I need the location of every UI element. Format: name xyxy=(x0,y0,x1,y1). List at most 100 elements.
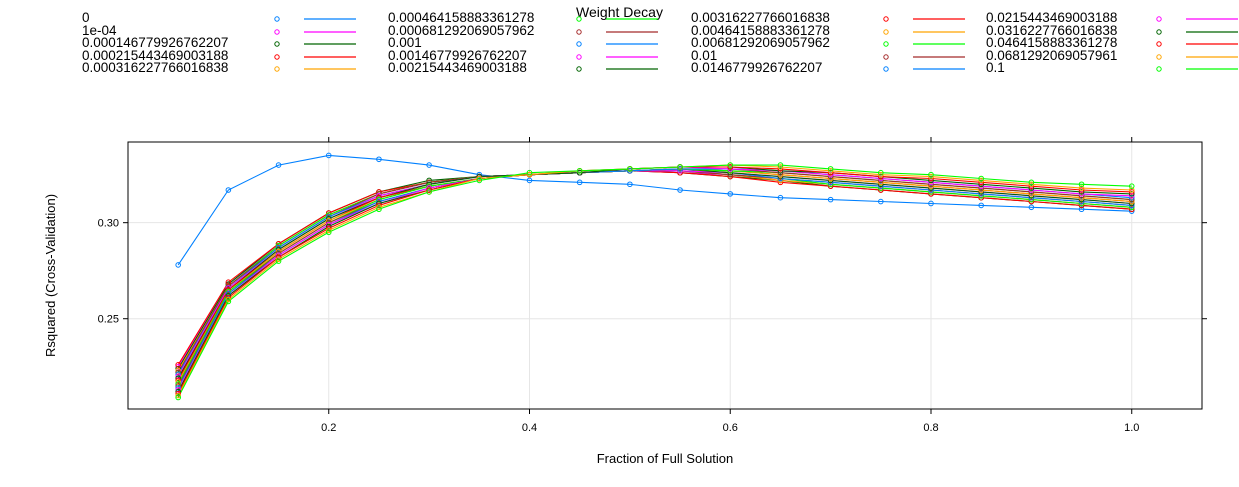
data-point xyxy=(225,285,232,291)
data-point xyxy=(225,292,232,299)
data-point xyxy=(777,166,784,172)
legend-marker xyxy=(576,54,582,60)
data-point xyxy=(376,191,382,197)
data-point xyxy=(225,296,232,303)
data-point xyxy=(225,287,232,293)
x-axis-title: Fraction of Full Solution xyxy=(597,451,734,466)
data-point xyxy=(175,385,181,391)
data-point xyxy=(325,212,332,218)
legend-marker xyxy=(576,28,582,35)
data-point xyxy=(325,210,332,216)
legend-entry-symbol xyxy=(274,66,356,73)
data-point xyxy=(677,168,683,174)
legend-entry-label: 0.0316227766016838 xyxy=(986,22,1118,38)
data-point xyxy=(978,192,984,199)
data-point xyxy=(1078,192,1085,199)
legend-entry-label: 0.1 xyxy=(986,60,1005,76)
legend-entry-symbol xyxy=(576,28,658,35)
data-point xyxy=(1128,208,1135,214)
data-point xyxy=(426,181,432,188)
data-point xyxy=(376,204,382,211)
data-point xyxy=(576,168,583,174)
data-point xyxy=(827,166,834,172)
data-point xyxy=(325,223,332,230)
data-point xyxy=(175,367,181,374)
data-point xyxy=(225,298,232,305)
data-point xyxy=(426,185,432,191)
legend-entry-symbol xyxy=(1156,28,1238,35)
data-point xyxy=(928,181,934,188)
data-point xyxy=(376,189,382,195)
legend-marker xyxy=(1156,54,1162,60)
data-point xyxy=(1028,185,1035,191)
data-point xyxy=(827,177,834,184)
data-point xyxy=(978,183,984,189)
data-point xyxy=(1078,196,1085,203)
data-point xyxy=(175,386,181,393)
legend-marker xyxy=(274,54,280,60)
data-point xyxy=(1078,191,1085,197)
data-point xyxy=(426,189,432,195)
legend-entry-label: 0.000681292069057962 xyxy=(388,22,535,38)
data-point xyxy=(576,169,583,176)
data-point xyxy=(376,156,382,163)
series-lines xyxy=(177,154,1132,398)
data-point xyxy=(275,254,282,261)
data-point xyxy=(978,181,984,188)
legend-entry-label: 0.0146779926762207 xyxy=(691,60,823,76)
data-point xyxy=(1128,196,1135,203)
data-point xyxy=(827,179,834,186)
series-line xyxy=(177,164,1132,396)
data-point xyxy=(476,173,483,180)
data-point xyxy=(175,383,181,389)
data-point xyxy=(476,175,483,182)
series-line xyxy=(177,170,1132,375)
data-point xyxy=(1028,204,1035,211)
data-point xyxy=(1028,198,1035,205)
legend-marker xyxy=(274,66,280,73)
legend-marker xyxy=(576,66,582,73)
data-point xyxy=(476,177,483,184)
legend-entry-symbol xyxy=(576,66,658,73)
legend-entry-symbol xyxy=(1156,54,1238,60)
data-point xyxy=(175,381,181,387)
data-point xyxy=(928,173,934,180)
x-tick-label: 0.6 xyxy=(723,422,738,434)
legend-marker xyxy=(1156,28,1162,35)
data-point xyxy=(426,183,432,189)
legend-marker xyxy=(883,41,889,47)
legend-entry-symbol xyxy=(274,16,356,22)
plot-frame xyxy=(127,141,1203,410)
data-point xyxy=(376,200,382,207)
data-point xyxy=(827,168,834,174)
data-point xyxy=(878,187,884,193)
data-point xyxy=(878,169,884,176)
data-point xyxy=(275,256,282,262)
data-point xyxy=(727,169,734,176)
series-line xyxy=(177,168,1132,385)
data-point xyxy=(1078,181,1085,188)
data-point xyxy=(627,168,633,174)
data-point xyxy=(777,169,784,176)
data-point xyxy=(1128,200,1135,207)
data-point xyxy=(827,173,834,180)
legend: 0 1e-04 0.000146779926762207 0.000215443469… xyxy=(0,0,1239,140)
legend-entry-label: 0.00464158883361278 xyxy=(691,22,830,38)
data-point xyxy=(175,365,181,372)
data-point xyxy=(175,363,181,370)
data-point xyxy=(1028,189,1035,195)
data-point xyxy=(325,219,332,226)
legend-entry-symbol xyxy=(1156,66,1238,73)
data-point xyxy=(1028,196,1035,203)
legend-entry-symbol xyxy=(274,54,356,60)
legend-entry-label: 0.000316227766016838 xyxy=(82,60,229,76)
series-line xyxy=(177,170,1132,371)
series-line xyxy=(177,168,1132,389)
series-line xyxy=(177,168,1132,387)
series-line xyxy=(177,164,1132,398)
data-point xyxy=(928,171,934,178)
data-point xyxy=(1078,200,1085,207)
x-tick-label: 0.2 xyxy=(321,422,336,434)
data-point xyxy=(1078,198,1085,205)
